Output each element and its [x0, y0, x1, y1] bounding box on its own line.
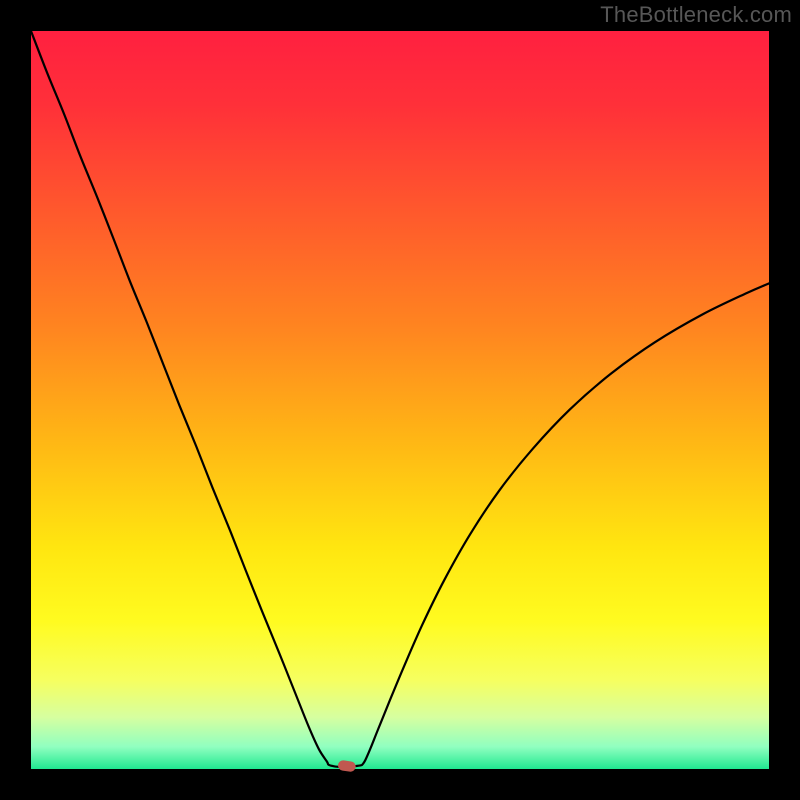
bottleneck-chart [0, 0, 800, 800]
watermark-text: TheBottleneck.com [600, 2, 792, 28]
chart-background [31, 31, 769, 769]
chart-container: TheBottleneck.com [0, 0, 800, 800]
